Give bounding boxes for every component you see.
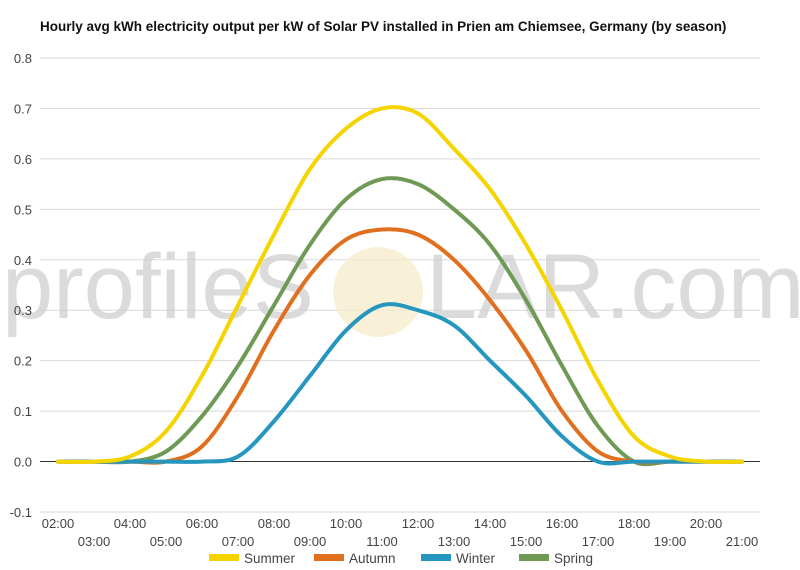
- watermark-text-left: profileS: [2, 236, 314, 338]
- x-tick-label-upper: 14:00: [474, 516, 507, 531]
- x-tick-label-upper: 02:00: [42, 516, 75, 531]
- y-tick-label: 0.4: [14, 253, 32, 268]
- y-tick-label: 0.6: [14, 152, 32, 167]
- series-line-winter: [56, 302, 744, 466]
- legend: Summer Autumn Winter Spring: [209, 551, 593, 566]
- legend-swatch-winter: [421, 554, 451, 561]
- y-tick-label: -0.1: [10, 505, 32, 520]
- x-tick-label-upper: 12:00: [402, 516, 435, 531]
- x-tick-label-lower: 05:00: [150, 534, 183, 549]
- x-tick-label-upper: 04:00: [114, 516, 147, 531]
- x-tick-label-upper: 20:00: [690, 516, 723, 531]
- x-tick-label-lower: 13:00: [438, 534, 471, 549]
- x-tick-label-lower: 21:00: [726, 534, 759, 549]
- y-tick-label: 0.0: [14, 455, 32, 470]
- chart-title: Hourly avg kWh electricity output per kW…: [40, 19, 727, 34]
- y-tick-label: 0.2: [14, 354, 32, 369]
- legend-label-summer: Summer: [244, 551, 296, 566]
- x-tick-label-lower: 11:00: [366, 534, 398, 549]
- x-tick-label-lower: 17:00: [582, 534, 615, 549]
- x-tick-label-upper: 08:00: [258, 516, 291, 531]
- x-tick-label-lower: 09:00: [294, 534, 327, 549]
- x-tick-label-lower: 19:00: [654, 534, 687, 549]
- x-axis: 02:00 04:00 06:00 08:00 10:00 12:00 14:00 16:00…: [42, 516, 759, 549]
- legend-label-autumn: Autumn: [349, 551, 396, 566]
- legend-swatch-summer: [209, 554, 239, 561]
- watermark-sun-icon: [333, 247, 423, 337]
- y-axis: -0.1 0.0 0.1 0.2 0.3 0.4 0.5 0.6 0.7 0.8: [10, 51, 32, 520]
- watermark: profileS LAR.com: [2, 236, 800, 338]
- x-tick-label-lower: 15:00: [510, 534, 543, 549]
- legend-swatch-spring: [519, 554, 549, 561]
- y-tick-label: 0.3: [14, 303, 32, 318]
- x-tick-label-upper: 06:00: [186, 516, 219, 531]
- x-tick-label-upper: 10:00: [330, 516, 363, 531]
- y-tick-label: 0.7: [14, 101, 32, 116]
- legend-swatch-autumn: [314, 554, 344, 561]
- x-tick-label-upper: 16:00: [546, 516, 579, 531]
- x-tick-label-lower: 07:00: [222, 534, 255, 549]
- watermark-text-right: LAR.com: [426, 236, 800, 338]
- y-tick-label: 0.8: [14, 51, 32, 66]
- legend-label-winter: Winter: [456, 551, 496, 566]
- series-line-summer: [56, 105, 744, 464]
- y-tick-label: 0.1: [14, 404, 32, 419]
- series-lines: [56, 105, 744, 467]
- x-tick-label-upper: 18:00: [618, 516, 651, 531]
- series-line-spring: [56, 176, 744, 467]
- x-tick-label-lower: 03:00: [78, 534, 111, 549]
- y-tick-label: 0.5: [14, 202, 32, 217]
- legend-label-spring: Spring: [554, 551, 593, 566]
